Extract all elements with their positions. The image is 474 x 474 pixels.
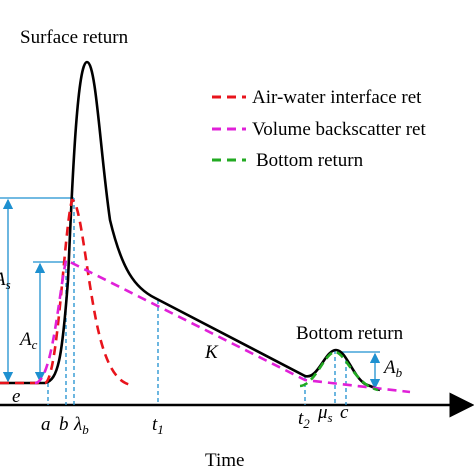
label-main: t (298, 408, 304, 429)
label-sub: b (396, 365, 403, 380)
label-sub: s (6, 277, 11, 292)
label-e: e (12, 386, 20, 407)
label-sub: s (328, 410, 333, 425)
label-t1: t1 (152, 414, 164, 437)
label-a: a (41, 414, 51, 435)
legend-entry: Bottom return (256, 150, 364, 171)
legend: Air-water interface ret Volume backscatt… (212, 87, 426, 171)
annotation: Bottom return (296, 323, 404, 344)
title: Surface return (20, 27, 129, 48)
label-main: μ (317, 402, 328, 423)
legend-entry: Air-water interface ret (252, 87, 422, 108)
bottom-fit (299, 350, 379, 392)
label-as: As (0, 269, 11, 292)
label-sub: c (32, 337, 38, 352)
legend-entry: Volume backscatter ret (252, 119, 426, 140)
interface-fit (0, 198, 133, 387)
label-main: t (152, 414, 158, 435)
label-c: c (340, 402, 349, 423)
label-ab: Ab (382, 357, 403, 380)
label-main: A (0, 269, 6, 290)
label-sub: b (82, 422, 89, 437)
guides (0, 197, 381, 405)
label-t2: t2 (298, 408, 310, 431)
label-sub: 2 (303, 416, 310, 431)
label-sub: 1 (157, 422, 164, 437)
label-k: K (204, 342, 219, 363)
label-mu-s: μs (317, 402, 333, 425)
label-lambda-b: λb (73, 414, 89, 437)
axis-label: Time (205, 450, 244, 471)
label-b: b (59, 414, 69, 435)
volume-fit (34, 258, 411, 394)
label-ac: Ac (18, 329, 38, 352)
label-main: λ (73, 414, 82, 435)
label-main: A (18, 329, 32, 350)
label-main: A (382, 357, 396, 378)
